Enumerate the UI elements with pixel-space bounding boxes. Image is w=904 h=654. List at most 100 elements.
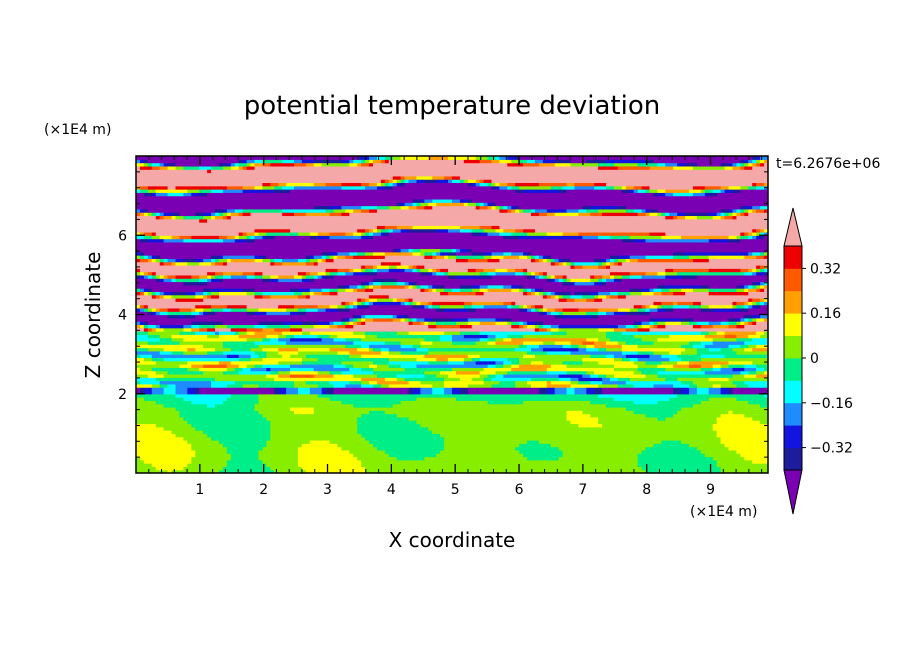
field-cell (309, 410, 315, 415)
field-cell (499, 459, 504, 464)
field-cell (420, 469, 425, 473)
field-cell (633, 406, 639, 411)
field-cell (215, 413, 220, 418)
field-cell (420, 420, 425, 425)
field-cell (689, 436, 694, 441)
field-cell (238, 430, 244, 434)
field-cell (424, 426, 429, 431)
field-cell (143, 443, 149, 448)
field-cell (305, 469, 311, 473)
field-cell (416, 439, 421, 444)
field-cell (550, 459, 556, 464)
field-cell (258, 416, 263, 421)
field-cell (420, 413, 425, 418)
field-cell (685, 413, 690, 418)
field-cell (669, 426, 674, 431)
field-cell (357, 466, 362, 471)
field-cell (376, 443, 382, 448)
field-cell (226, 436, 232, 441)
field-cell (531, 443, 536, 448)
field-cell (373, 439, 378, 444)
field-cell (380, 436, 386, 441)
field-cell (610, 420, 615, 425)
field-cell (661, 443, 666, 448)
field-cell (689, 433, 694, 438)
field-cell (444, 403, 449, 408)
field-cell (534, 469, 540, 473)
field-cell (408, 449, 414, 454)
field-cell (606, 433, 611, 438)
field-cell (531, 423, 536, 428)
field-cell (586, 406, 591, 411)
field-cell (266, 446, 271, 451)
field-cell (215, 426, 220, 431)
field-cell (333, 433, 339, 438)
field-cell (329, 469, 335, 473)
field-cell (570, 463, 576, 467)
field-cell (507, 413, 512, 418)
field-cell (685, 449, 690, 454)
field-cell (629, 430, 635, 434)
field-cell (258, 443, 263, 448)
field-cell (740, 456, 745, 461)
field-cell (215, 466, 220, 471)
field-cell (483, 449, 489, 454)
field-cell (732, 443, 737, 448)
field-cell (586, 416, 591, 421)
field-cell (653, 406, 658, 411)
field-cell (199, 436, 204, 441)
field-cell (740, 439, 745, 444)
field-cell (621, 413, 627, 418)
field-cell (211, 449, 216, 454)
field-cell (732, 446, 737, 451)
field-cell (246, 449, 252, 454)
field-cell (610, 406, 615, 411)
field-cell (290, 446, 295, 451)
field-cell (586, 456, 591, 461)
field-cell (278, 449, 283, 454)
field-cell (720, 406, 726, 411)
field-cell (155, 439, 161, 444)
field-cell (602, 466, 607, 471)
field-cell (345, 426, 350, 431)
field-cell (669, 453, 674, 458)
field-cell (724, 420, 730, 425)
field-cell (250, 436, 256, 441)
field-cell (282, 410, 287, 415)
field-cell (724, 443, 730, 448)
field-cell (246, 433, 252, 438)
field-cell (349, 456, 354, 461)
field-cell (380, 426, 386, 431)
field-cell (195, 463, 200, 467)
field-cell (578, 410, 583, 415)
field-cell (373, 459, 378, 464)
field-cell (689, 463, 694, 467)
field-cell (218, 463, 224, 467)
field-cell (373, 430, 378, 434)
field-cell (420, 463, 425, 467)
field-cell (570, 459, 576, 464)
field-cell (633, 439, 639, 444)
field-cell (637, 453, 643, 458)
field-cell (179, 410, 184, 415)
field-cell (550, 449, 556, 454)
field-cell (266, 416, 271, 421)
field-cell (305, 430, 311, 434)
field-cell (653, 426, 658, 431)
field-cell (712, 453, 718, 458)
field-cell (191, 403, 196, 408)
field-cell (467, 453, 473, 458)
field-cell (566, 410, 572, 415)
field-cell (602, 403, 607, 408)
field-cell (187, 423, 192, 428)
field-cell (471, 403, 477, 408)
field-cell (471, 413, 477, 418)
field-cell (400, 423, 406, 428)
field-cell (301, 463, 307, 467)
field-cell (428, 426, 433, 431)
field-cell (523, 406, 528, 411)
field-cell (736, 459, 741, 464)
field-cell (294, 420, 299, 425)
field-cell (483, 456, 489, 461)
field-cell (376, 449, 382, 454)
